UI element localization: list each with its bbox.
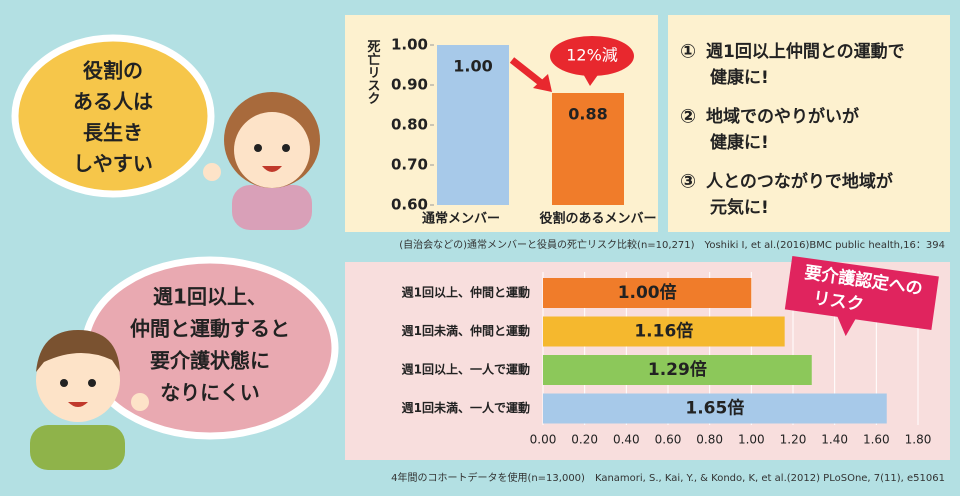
- x-tick-label: 1.20: [780, 433, 807, 447]
- point-marker: ③: [680, 171, 696, 193]
- caption: 4年間のコホートデータを使用(n=13,000) Kanamori, S., K…: [391, 471, 945, 484]
- x-tick-label: 通常メンバー: [422, 211, 500, 227]
- infographic: 12%減 死亡リスク (自治会などの)通常メンバーと役員の死亡リスク比較(n=1…: [0, 0, 960, 496]
- x-tick-label: 0.60: [655, 433, 682, 447]
- point-text: 健康に!: [710, 132, 769, 153]
- caption: (自治会などの)通常メンバーと役員の死亡リスク比較(n=10,271) Yosh…: [399, 238, 945, 251]
- value-label: 1.65倍: [685, 398, 744, 419]
- y-tick-label: 週1回未満、仲間と運動: [402, 323, 530, 338]
- value-label: 1.29倍: [648, 359, 707, 380]
- bubble-text: 仲間と運動すると: [130, 317, 290, 341]
- value-label: 0.88: [568, 105, 607, 124]
- y-tick-label: 週1回未満、一人で運動: [402, 400, 530, 415]
- bubble-text: しやすい: [73, 152, 153, 176]
- x-tick-label: 0.80: [696, 433, 723, 447]
- value-label: 1.00倍: [618, 282, 677, 303]
- x-tick-label: 0.40: [613, 433, 640, 447]
- bubble-text: 要介護状態に: [150, 349, 270, 373]
- y-tick-label: 0.70: [391, 156, 428, 174]
- bubble-text: ある人は: [73, 90, 153, 114]
- x-tick-label: 0.20: [571, 433, 598, 447]
- point-text: 週1回以上仲間との運動で: [706, 41, 905, 62]
- point-marker: ②: [680, 106, 696, 128]
- x-tick-label: 1.80: [905, 433, 932, 447]
- y-tick-label: 0.90: [391, 76, 428, 94]
- page: 12%減 死亡リスク (自治会などの)通常メンバーと役員の死亡リスク比較(n=1…: [0, 0, 960, 496]
- x-tick-label: 1.00: [738, 433, 765, 447]
- x-tick-label: 0.00: [530, 433, 557, 447]
- value-label: 1.16倍: [634, 321, 693, 342]
- point-marker: ①: [680, 41, 696, 63]
- x-tick-label: 1.40: [821, 433, 848, 447]
- x-tick-label: 役割のあるメンバー: [539, 211, 656, 227]
- value-label: 1.00: [453, 57, 492, 76]
- bubble-text: なりにくい: [160, 381, 260, 405]
- y-axis-label: 死亡リスク: [365, 40, 381, 105]
- badge-text: 12%減: [566, 46, 618, 65]
- bubble-text: 長生き: [83, 121, 143, 145]
- y-tick-label: 週1回以上、仲間と運動: [402, 285, 530, 300]
- y-tick-label: 0.80: [391, 116, 428, 134]
- point-text: 健康に!: [710, 67, 769, 88]
- point-text: 地域でのやりがいが: [706, 106, 859, 127]
- x-tick-label: 1.60: [863, 433, 890, 447]
- point-text: 人とのつながりで地域が: [706, 171, 893, 192]
- bubble-text: 役割の: [83, 59, 143, 83]
- bubble-text: 週1回以上、: [153, 285, 267, 309]
- y-tick-label: 週1回以上、一人で運動: [402, 362, 530, 377]
- y-tick-label: 1.00: [391, 36, 428, 54]
- point-text: 元気に!: [710, 197, 769, 218]
